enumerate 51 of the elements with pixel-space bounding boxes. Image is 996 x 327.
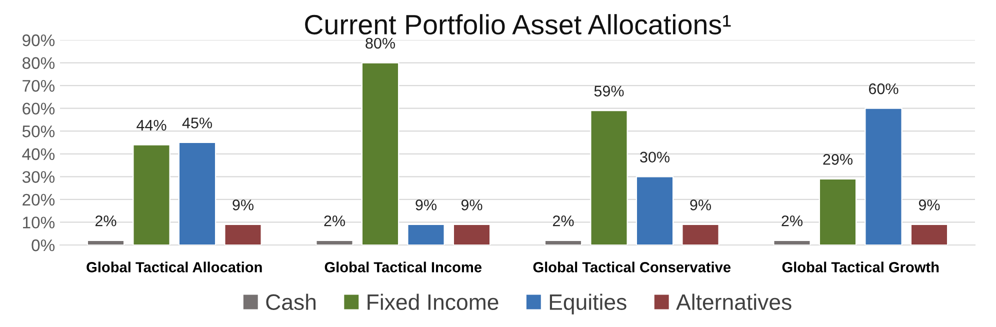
bar xyxy=(316,240,354,245)
data-label: 2% xyxy=(95,215,116,226)
data-label: 9% xyxy=(232,200,254,210)
x-tick-label: Global Tactical Income xyxy=(324,262,482,272)
data-label: 59% xyxy=(594,86,624,96)
data-label: 9% xyxy=(416,200,436,210)
y-tick-label: 40% xyxy=(22,148,55,160)
bar xyxy=(178,142,216,245)
data-label: 2% xyxy=(552,215,574,226)
bar xyxy=(910,224,948,245)
data-label: 2% xyxy=(324,215,345,226)
legend-label: Cash xyxy=(266,294,316,310)
bar xyxy=(864,108,902,245)
y-tick-label: 20% xyxy=(22,194,55,206)
data-label: 45% xyxy=(182,118,212,128)
bar xyxy=(682,224,720,245)
y-tick-label: 0% xyxy=(32,239,55,252)
data-label: 30% xyxy=(640,152,670,163)
y-tick-label: 30% xyxy=(22,171,55,183)
data-label: 9% xyxy=(461,200,482,210)
y-tick-label: 60% xyxy=(22,102,55,115)
bar xyxy=(132,144,170,245)
y-tick-label: 90% xyxy=(22,34,55,46)
y-tick-label: 50% xyxy=(22,126,55,138)
y-tick-label: 10% xyxy=(23,216,55,228)
bar xyxy=(452,224,491,245)
bar xyxy=(544,240,582,245)
bar xyxy=(636,176,674,245)
legend-label: Fixed Income xyxy=(368,294,498,310)
x-tick-label: Global Tactical Conservative xyxy=(533,262,731,272)
legend-label: Equities xyxy=(550,294,626,314)
chart-title: Current Portfolio Asset Allocations¹ xyxy=(305,14,731,35)
data-label: 9% xyxy=(690,200,711,210)
legend-label: Alternatives xyxy=(676,294,792,310)
x-tick-label: Global Tactical Allocation xyxy=(86,262,262,272)
data-label: 29% xyxy=(823,154,852,165)
y-tick-label: 70% xyxy=(22,80,55,92)
bar xyxy=(224,224,262,245)
data-label: 9% xyxy=(918,200,940,210)
bar xyxy=(361,62,400,245)
x-tick-label: Global Tactical Growth xyxy=(782,262,939,272)
data-label: 2% xyxy=(782,215,802,226)
data-label: 60% xyxy=(868,83,898,94)
bar xyxy=(818,178,857,245)
data-label: 44% xyxy=(136,120,166,131)
bar xyxy=(590,110,628,245)
bar xyxy=(86,240,125,245)
y-tick-label: 80% xyxy=(22,57,55,69)
bar xyxy=(407,224,445,245)
bar xyxy=(773,240,811,245)
data-label: 80% xyxy=(366,38,395,49)
